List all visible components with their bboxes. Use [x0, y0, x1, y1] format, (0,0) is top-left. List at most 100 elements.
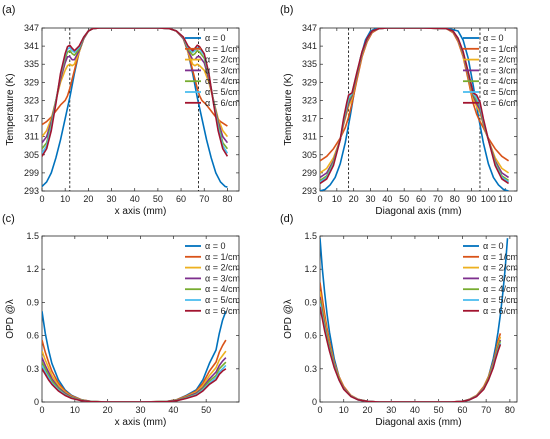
legend-entry: α = 4/cm [483, 284, 518, 294]
legend-entry: α = 5/cm [483, 87, 518, 97]
series-line [42, 361, 227, 402]
x-tick-label: 90 [467, 194, 477, 204]
legend-entry: α = 3/cm [205, 273, 240, 283]
panel-label: (d) [280, 213, 293, 225]
legend-entry: α = 3/cm [483, 273, 518, 283]
legend-entry: α = 0 [483, 241, 503, 251]
y-tick-label: 305 [302, 150, 317, 160]
y-tick-label: 293 [302, 186, 317, 196]
y-axis-label: Temperature (K) [283, 73, 294, 145]
legend-entry: α = 3/cm [205, 65, 240, 75]
x-tick-label: 0 [317, 405, 322, 415]
chart-panel-0: (a) 0 10 20 30 40 50 60 70 80 293 299 305 311 317 323 32… [2, 4, 240, 217]
series-line [42, 28, 229, 150]
y-tick-label: 311 [303, 132, 317, 142]
x-axis-label: x axis (mm) [115, 206, 167, 217]
plot-area [319, 27, 518, 192]
chart-panel-2: (c) 0 10 20 30 40 50 0 0.3 0.6 0.9 1.2 1.5 x axis (mm… [2, 213, 240, 428]
x-tick-label: 20 [349, 194, 359, 204]
legend-entry: α = 4/cm [483, 76, 518, 86]
y-tick-label: 329 [24, 77, 39, 87]
y-tick-label: 317 [24, 114, 39, 124]
panel-label: (b) [280, 4, 293, 16]
legend-entry: α = 6/cm [483, 98, 518, 108]
y-tick-label: 0.9 [26, 297, 39, 307]
x-tick-label: 50 [201, 405, 211, 415]
legend-entry: α = 2/cm [205, 263, 240, 273]
x-tick-label: 0 [39, 405, 44, 415]
x-tick-label: 70 [481, 405, 491, 415]
x-tick-label: 30 [107, 194, 117, 204]
legend-entry: α = 2/cm [205, 55, 240, 65]
x-tick-label: 80 [222, 194, 232, 204]
y-tick-label: 347 [24, 23, 39, 33]
series-line [320, 306, 502, 402]
legend-entry: α = 1/cm [205, 252, 240, 262]
legend: α = 0α = 1/cmα = 2/cmα = 3/cmα = 4/cmα =… [185, 33, 240, 108]
legend-entry: α = 6/cm [205, 98, 240, 108]
series-line [42, 350, 227, 402]
x-tick-label: 100 [481, 194, 496, 204]
legend-entry: α = 0 [205, 33, 225, 43]
legend-entry: α = 4/cm [205, 284, 240, 294]
series-group [42, 310, 227, 402]
y-tick-label: 335 [24, 59, 39, 69]
legend-entry: α = 0 [205, 241, 225, 251]
x-tick-label: 60 [176, 194, 186, 204]
series-line [42, 28, 229, 157]
series-group [42, 28, 229, 188]
x-tick-label: 80 [505, 405, 515, 415]
x-tick-label: 10 [332, 194, 342, 204]
x-tick-label: 30 [135, 405, 145, 415]
x-tick-label: 50 [399, 194, 409, 204]
x-tick-label: 40 [382, 194, 392, 204]
series-line [42, 339, 227, 402]
legend-entry: α = 3/cm [483, 65, 518, 75]
series-line [320, 28, 510, 162]
legend: α = 0α = 1/cmα = 2/cmα = 3/cmα = 4/cmα =… [463, 241, 518, 316]
x-tick-label: 50 [434, 405, 444, 415]
legend-entry: α = 6/cm [483, 306, 518, 316]
series-line [320, 238, 509, 402]
y-tick-label: 341 [302, 41, 317, 51]
plot-area [41, 235, 240, 403]
x-tick-label: 70 [199, 194, 209, 204]
x-axis-label: x axis (mm) [115, 417, 167, 428]
x-axis-label: Diagonal axis (mm) [375, 206, 461, 217]
legend: α = 0α = 1/cmα = 2/cmα = 3/cmα = 4/cmα =… [463, 33, 518, 108]
legend-entry: α = 5/cm [205, 87, 240, 97]
legend-entry: α = 5/cm [205, 295, 240, 305]
series-line [42, 28, 228, 188]
series-line [42, 368, 227, 402]
legend-entry: α = 2/cm [483, 263, 518, 273]
y-tick-label: 311 [25, 132, 39, 142]
y-tick-label: 0.6 [26, 331, 39, 341]
y-tick-label: 0.6 [304, 331, 317, 341]
x-tick-label: 60 [457, 405, 467, 415]
x-tick-label: 20 [83, 194, 93, 204]
y-tick-label: 0 [312, 397, 317, 407]
x-tick-label: 40 [168, 405, 178, 415]
series-group [320, 28, 510, 191]
y-tick-label: 323 [24, 95, 39, 105]
y-axis-label: OPD @λ [5, 299, 16, 339]
legend-entry: α = 6/cm [205, 306, 240, 316]
series-line [42, 28, 228, 127]
x-tick-label: 60 [416, 194, 426, 204]
legend-entry: α = 1/cm [483, 252, 518, 262]
y-tick-label: 1.2 [26, 264, 39, 274]
legend-entry: α = 5/cm [483, 295, 518, 305]
x-tick-label: 10 [60, 194, 70, 204]
x-tick-label: 30 [386, 405, 396, 415]
legend-entry: α = 2/cm [483, 55, 518, 65]
panel-label: (c) [2, 213, 15, 225]
x-tick-label: 80 [450, 194, 460, 204]
legend-entry: α = 0 [483, 33, 503, 43]
y-tick-label: 299 [302, 168, 317, 178]
legend-entry: α = 1/cm [483, 44, 518, 54]
x-tick-label: 0 [39, 194, 44, 204]
series-line [42, 310, 227, 402]
y-axis-label: OPD @λ [283, 299, 294, 339]
y-tick-label: 0.3 [304, 364, 317, 374]
x-tick-label: 20 [362, 405, 372, 415]
